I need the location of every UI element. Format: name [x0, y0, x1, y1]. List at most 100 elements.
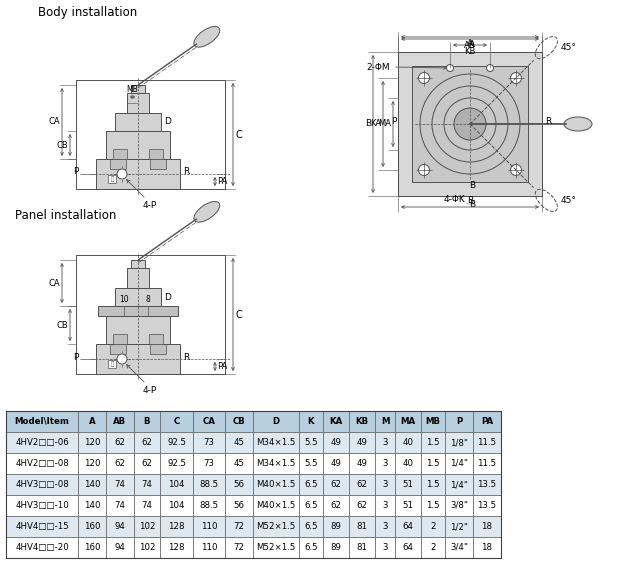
Bar [193, 516, 225, 537]
Bar [421, 453, 445, 474]
Bar [150, 159, 166, 169]
Text: CA: CA [203, 417, 216, 426]
Bar [193, 474, 225, 495]
Text: M34×1.5: M34×1.5 [256, 459, 296, 468]
Bar [225, 474, 253, 495]
Bar [253, 411, 299, 432]
Bar [78, 495, 106, 516]
Bar [78, 516, 106, 537]
Bar [253, 495, 299, 516]
Bar [225, 537, 253, 558]
Text: 74: 74 [141, 480, 152, 489]
Bar [299, 516, 323, 537]
Bar [421, 537, 445, 558]
Text: P: P [72, 353, 78, 361]
Text: 56: 56 [234, 501, 244, 510]
Bar [193, 537, 225, 558]
Bar [421, 474, 445, 495]
Text: R: R [183, 167, 189, 177]
Circle shape [117, 354, 127, 364]
Bar [421, 495, 445, 516]
Bar [106, 516, 134, 537]
Text: D: D [164, 292, 171, 302]
Text: 104: 104 [168, 480, 185, 489]
Bar [253, 474, 299, 495]
Text: B: B [469, 181, 475, 190]
Text: 56: 56 [234, 480, 244, 489]
Text: 3: 3 [382, 543, 388, 552]
Bar [375, 411, 395, 432]
Text: 1/2": 1/2" [450, 522, 468, 531]
Bar [445, 495, 473, 516]
Text: 6.5: 6.5 [304, 543, 318, 552]
Bar [445, 537, 473, 558]
Text: C: C [235, 130, 242, 140]
Text: 49: 49 [331, 438, 341, 447]
Text: 74: 74 [141, 501, 152, 510]
Bar [115, 113, 161, 131]
Ellipse shape [194, 27, 220, 47]
Bar [375, 474, 395, 495]
Circle shape [511, 164, 522, 175]
Bar [421, 516, 445, 537]
Bar [131, 260, 145, 268]
Text: PA: PA [217, 177, 227, 186]
Bar [106, 131, 170, 159]
Text: P: P [390, 118, 396, 126]
Text: 62: 62 [141, 459, 152, 468]
Bar [398, 52, 542, 196]
Bar [445, 474, 473, 495]
Bar [108, 360, 116, 368]
Bar [445, 432, 473, 453]
Circle shape [447, 64, 454, 71]
Text: B: B [467, 196, 473, 205]
Text: MB: MB [127, 85, 138, 94]
Text: 回: 回 [110, 361, 114, 367]
Bar [253, 516, 299, 537]
Bar [299, 411, 323, 432]
Bar [349, 537, 375, 558]
Text: 89: 89 [331, 522, 341, 531]
Text: 81: 81 [356, 543, 367, 552]
Text: 5.5: 5.5 [304, 438, 318, 447]
Text: 73: 73 [204, 459, 214, 468]
Text: 1.5: 1.5 [426, 438, 440, 447]
Ellipse shape [194, 201, 220, 222]
Bar [299, 474, 323, 495]
Bar [299, 453, 323, 474]
Bar [349, 432, 375, 453]
Bar [113, 149, 127, 159]
Bar [106, 474, 134, 495]
Bar [445, 411, 473, 432]
Bar [160, 495, 193, 516]
Text: 74: 74 [115, 501, 125, 510]
Text: MA: MA [401, 417, 415, 426]
Bar [134, 453, 160, 474]
Text: 62: 62 [330, 480, 342, 489]
Text: CB: CB [56, 321, 68, 329]
Text: 102: 102 [139, 522, 156, 531]
Bar [375, 432, 395, 453]
Bar [299, 495, 323, 516]
Text: C: C [235, 310, 242, 320]
Text: A: A [469, 40, 475, 49]
Circle shape [419, 72, 429, 83]
Bar [160, 453, 193, 474]
Text: A: A [467, 39, 473, 48]
Text: 120: 120 [84, 459, 100, 468]
Bar [134, 411, 160, 432]
Bar [375, 453, 395, 474]
Bar [96, 344, 180, 374]
Bar [349, 495, 375, 516]
Bar [395, 516, 421, 537]
Text: 4HV4□□-20: 4HV4□□-20 [15, 543, 69, 552]
Bar [323, 495, 349, 516]
Text: 92.5: 92.5 [167, 459, 186, 468]
Bar [349, 474, 375, 495]
Text: 92.5: 92.5 [167, 438, 186, 447]
Text: KA: KA [330, 417, 342, 426]
Text: 62: 62 [115, 459, 125, 468]
Text: 3: 3 [382, 438, 388, 447]
Text: CB: CB [232, 417, 245, 426]
Text: A: A [89, 417, 95, 426]
